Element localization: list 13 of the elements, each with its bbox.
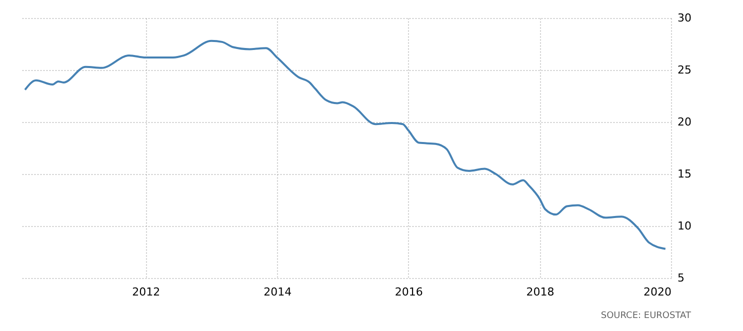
y-tick-label: 5 xyxy=(678,272,684,284)
y-tick-label: 30 xyxy=(678,12,692,24)
y-tick-label: 20 xyxy=(678,116,692,128)
y-tick-label: 15 xyxy=(678,168,692,180)
y-tick-label: 10 xyxy=(678,220,692,232)
x-tick-label: 2014 xyxy=(264,286,292,298)
source-note: SOURCE: EUROSTAT xyxy=(600,311,692,321)
x-tick-label: 2018 xyxy=(526,286,554,298)
x-tick-label: 2012 xyxy=(132,286,160,298)
line-series xyxy=(24,40,666,250)
x-tick-label: 2020 xyxy=(644,286,672,298)
x-tick-label: 2016 xyxy=(394,286,423,298)
y-tick-label: 25 xyxy=(678,64,692,76)
